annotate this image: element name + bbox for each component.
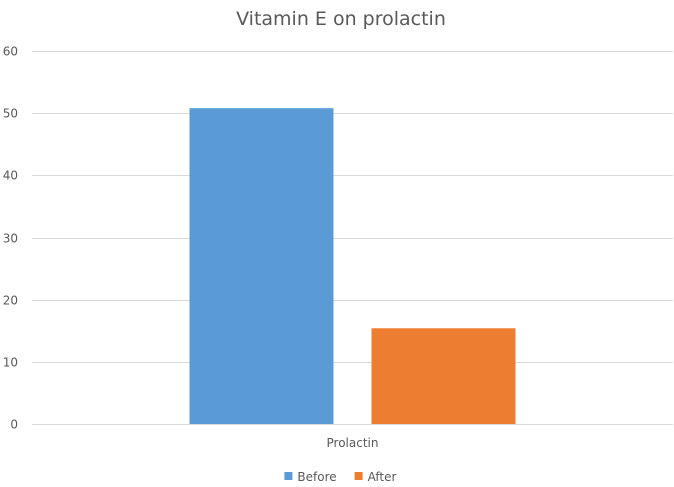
y-tick-label: 10 [3,356,18,370]
legend-label: After [368,470,397,484]
legend-swatch [354,472,363,480]
y-tick-label: 0 [10,418,18,432]
legend-item-after: After [354,470,397,484]
legend-label: Before [297,470,336,484]
x-axis-categories: Prolactin [327,436,379,450]
legend-item-before: Before [284,470,337,484]
y-tick-label: 30 [3,232,18,246]
bars [189,108,516,425]
bar-after-prolactin [371,328,516,424]
y-tick-label: 50 [3,107,18,121]
y-tick-label: 20 [3,294,18,308]
legend: Before After [284,470,396,484]
y-axis-ticks: 0 10 20 30 40 50 60 [3,45,18,432]
y-tick-label: 40 [3,169,18,183]
bar-before-prolactin [189,108,334,425]
gridlines [32,51,673,425]
legend-swatch [284,472,293,480]
chart-title: Vitamin E on prolactin [236,8,446,30]
x-category-label: Prolactin [327,436,379,450]
y-tick-label: 60 [3,45,18,59]
